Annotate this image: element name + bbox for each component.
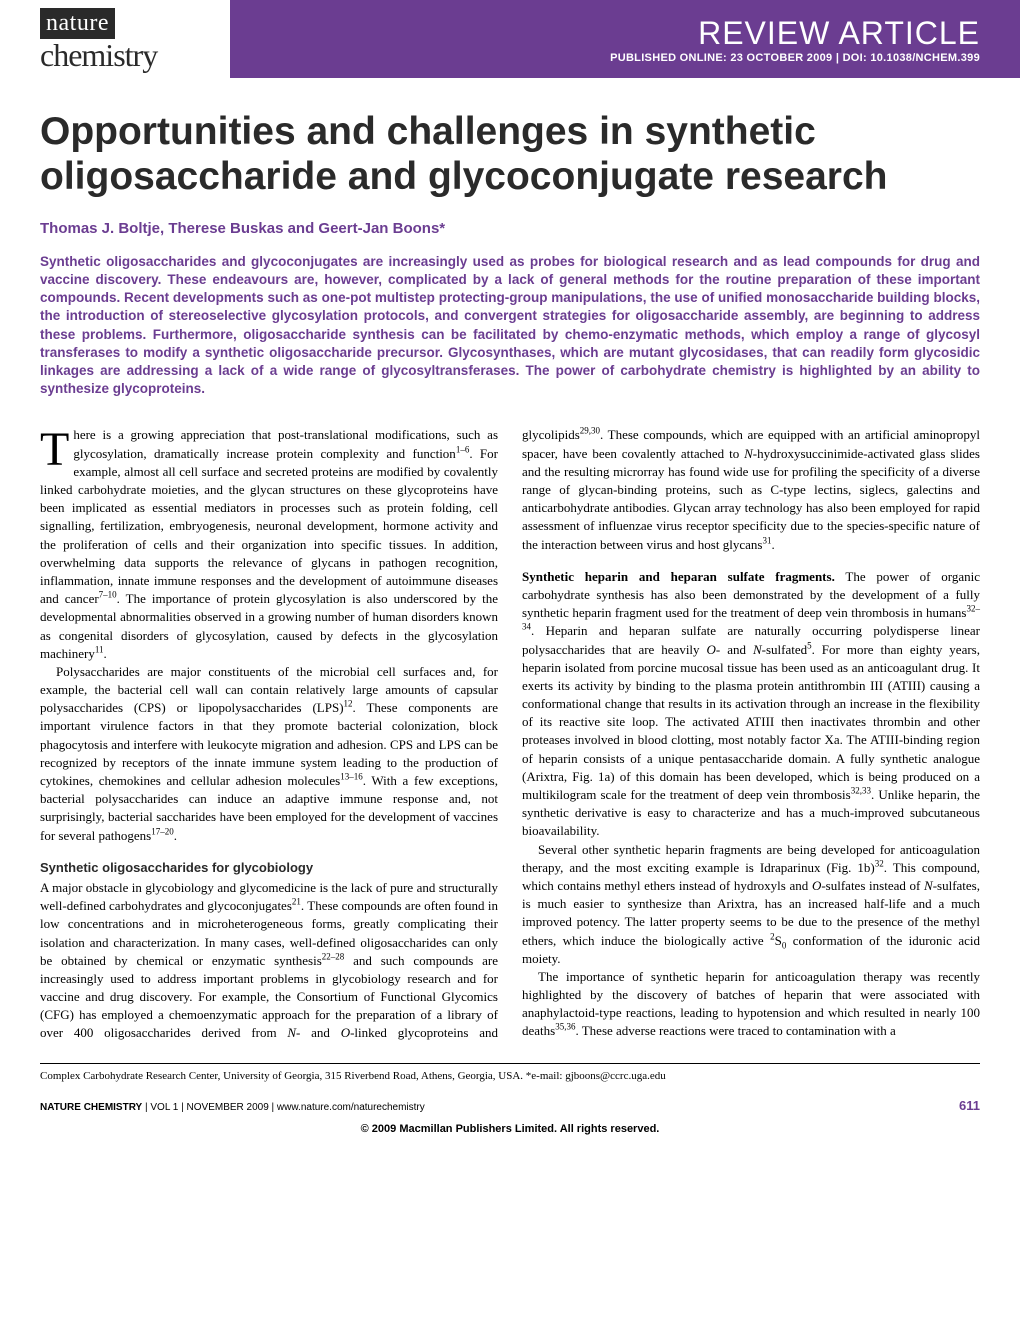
page-number: 611 — [959, 1098, 980, 1113]
page-footer: NATURE CHEMISTRY | VOL 1 | NOVEMBER 2009… — [0, 1098, 1020, 1113]
p4-part-d: - and — [716, 642, 753, 657]
italic-O-1: O — [341, 1025, 350, 1040]
page-root: nature chemistry REVIEW ARTICLE PUBLISHE… — [0, 0, 1020, 1147]
p4-part-g: . For more than eighty years, heparin is… — [522, 642, 980, 803]
ref-13-16: 13–16 — [340, 772, 363, 782]
footer-journal: NATURE CHEMISTRY — [40, 1102, 142, 1113]
abstract: Synthetic oligosaccharides and glycoconj… — [40, 253, 980, 399]
p5-part-d: -sulfates instead of — [821, 878, 924, 893]
copyright-line: © 2009 Macmillan Publishers Limited. All… — [0, 1123, 1020, 1147]
author-list: Thomas J. Boltje, Therese Buskas and Gee… — [40, 220, 980, 237]
ref-17-20: 17–20 — [151, 826, 174, 836]
article-type: REVIEW ARTICLE — [698, 15, 980, 52]
body-columns: There is a growing appreciation that pos… — [40, 426, 980, 1042]
copyright-text: Macmillan Publishers Limited. All rights… — [399, 1123, 659, 1135]
ref-21: 21 — [292, 897, 301, 907]
logo-nature: nature — [40, 8, 115, 39]
ref-11: 11 — [95, 644, 104, 654]
italic-N-1: N — [287, 1025, 296, 1040]
p3-part-j: -hydroxysuccinimide-activated glass slid… — [522, 446, 980, 552]
p6-part-b: . These adverse reactions were traced to… — [575, 1023, 895, 1038]
copyright-year: © 2009 — [361, 1123, 400, 1135]
conformation-s: S — [775, 933, 782, 948]
ref-22-28: 22–28 — [322, 951, 345, 961]
ref-12: 12 — [344, 699, 353, 709]
paragraph-4: Synthetic heparin and heparan sulfate fr… — [522, 568, 980, 841]
paragraph-5: Several other synthetic heparin fragment… — [522, 841, 980, 968]
publication-info: PUBLISHED ONLINE: 23 OCTOBER 2009 | DOI:… — [610, 52, 980, 64]
paragraph-2: Polysaccharides are major constituents o… — [40, 663, 498, 845]
footer-rule — [40, 1063, 980, 1064]
header-banner: REVIEW ARTICLE PUBLISHED ONLINE: 23 OCTO… — [230, 0, 1020, 78]
article-title: Opportunities and challenges in syntheti… — [40, 110, 980, 200]
paragraph-6: The importance of synthetic heparin for … — [522, 968, 980, 1041]
italic-N-3: N — [753, 642, 762, 657]
p1-part-b: . For example, almost all cell surface a… — [40, 446, 498, 607]
footer-left: NATURE CHEMISTRY | VOL 1 | NOVEMBER 2009… — [40, 1102, 425, 1113]
ref-35-36: 35,36 — [555, 1022, 575, 1032]
page-header: nature chemistry REVIEW ARTICLE PUBLISHE… — [0, 0, 1020, 78]
ref-7-10: 7–10 — [99, 590, 117, 600]
p1-part-c: . The importance of protein glycosylatio… — [40, 591, 498, 661]
footer-issue: | VOL 1 | NOVEMBER 2009 | www.nature.com… — [142, 1102, 425, 1113]
paragraph-1: There is a growing appreciation that pos… — [40, 426, 498, 662]
section-heading-1: Synthetic oligosaccharides for glycobiol… — [40, 859, 498, 877]
ref-32: 32 — [875, 858, 884, 868]
affiliation: Complex Carbohydrate Research Center, Un… — [0, 1070, 1020, 1082]
p1-part-a: There is a growing appreciation that pos… — [73, 427, 498, 460]
ref-1-6: 1–6 — [456, 444, 470, 454]
logo-chemistry: chemistry — [40, 39, 210, 71]
italic-O-2: O — [707, 642, 716, 657]
italic-O-3: O — [812, 878, 821, 893]
p4-part-f: -sulfated — [762, 642, 807, 657]
italic-N-4: N — [924, 878, 933, 893]
runin-heading-1: Synthetic heparin and heparan sulfate fr… — [522, 569, 835, 584]
ref-31: 31 — [762, 535, 771, 545]
journal-logo: nature chemistry — [0, 0, 230, 78]
p3-part-e: - and — [296, 1025, 341, 1040]
content-area: Opportunities and challenges in syntheti… — [0, 90, 1020, 1043]
ref-32-33: 32,33 — [851, 786, 871, 796]
italic-N-2: N — [744, 446, 753, 461]
ref-29-30: 29,30 — [580, 426, 600, 436]
